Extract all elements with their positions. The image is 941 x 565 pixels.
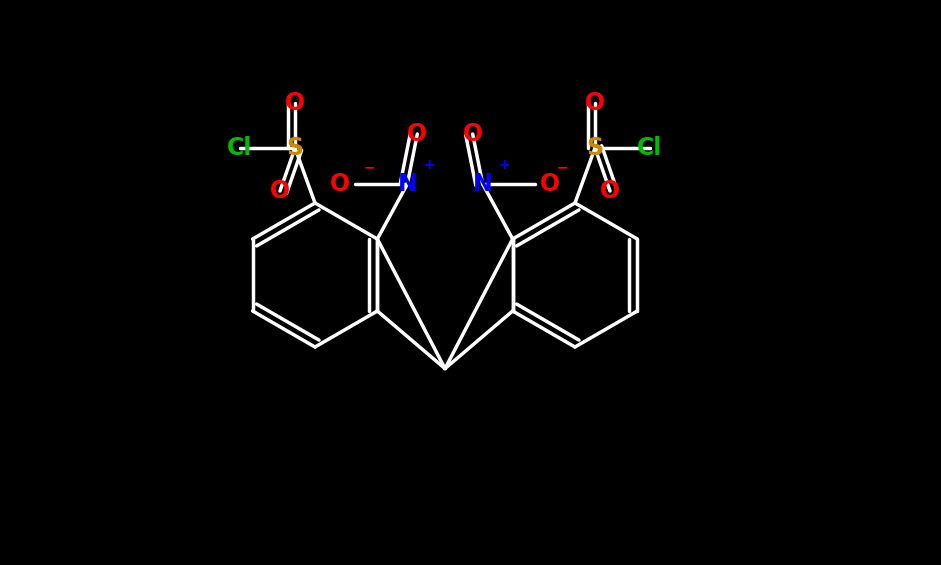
Text: N: N [397, 172, 417, 196]
Text: −: − [363, 160, 375, 174]
Text: O: O [463, 122, 483, 146]
Text: O: O [539, 172, 560, 196]
Text: O: O [600, 179, 620, 203]
Text: O: O [285, 91, 305, 115]
Text: +: + [423, 158, 435, 172]
Text: N: N [472, 172, 492, 196]
Text: O: O [407, 122, 427, 146]
Text: Cl: Cl [228, 136, 253, 160]
Text: O: O [330, 172, 350, 196]
Text: O: O [270, 179, 290, 203]
Text: S: S [286, 136, 304, 160]
Text: S: S [586, 136, 603, 160]
Text: Cl: Cl [637, 136, 662, 160]
Text: −: − [557, 160, 568, 174]
Text: +: + [499, 158, 510, 172]
Text: O: O [585, 91, 605, 115]
